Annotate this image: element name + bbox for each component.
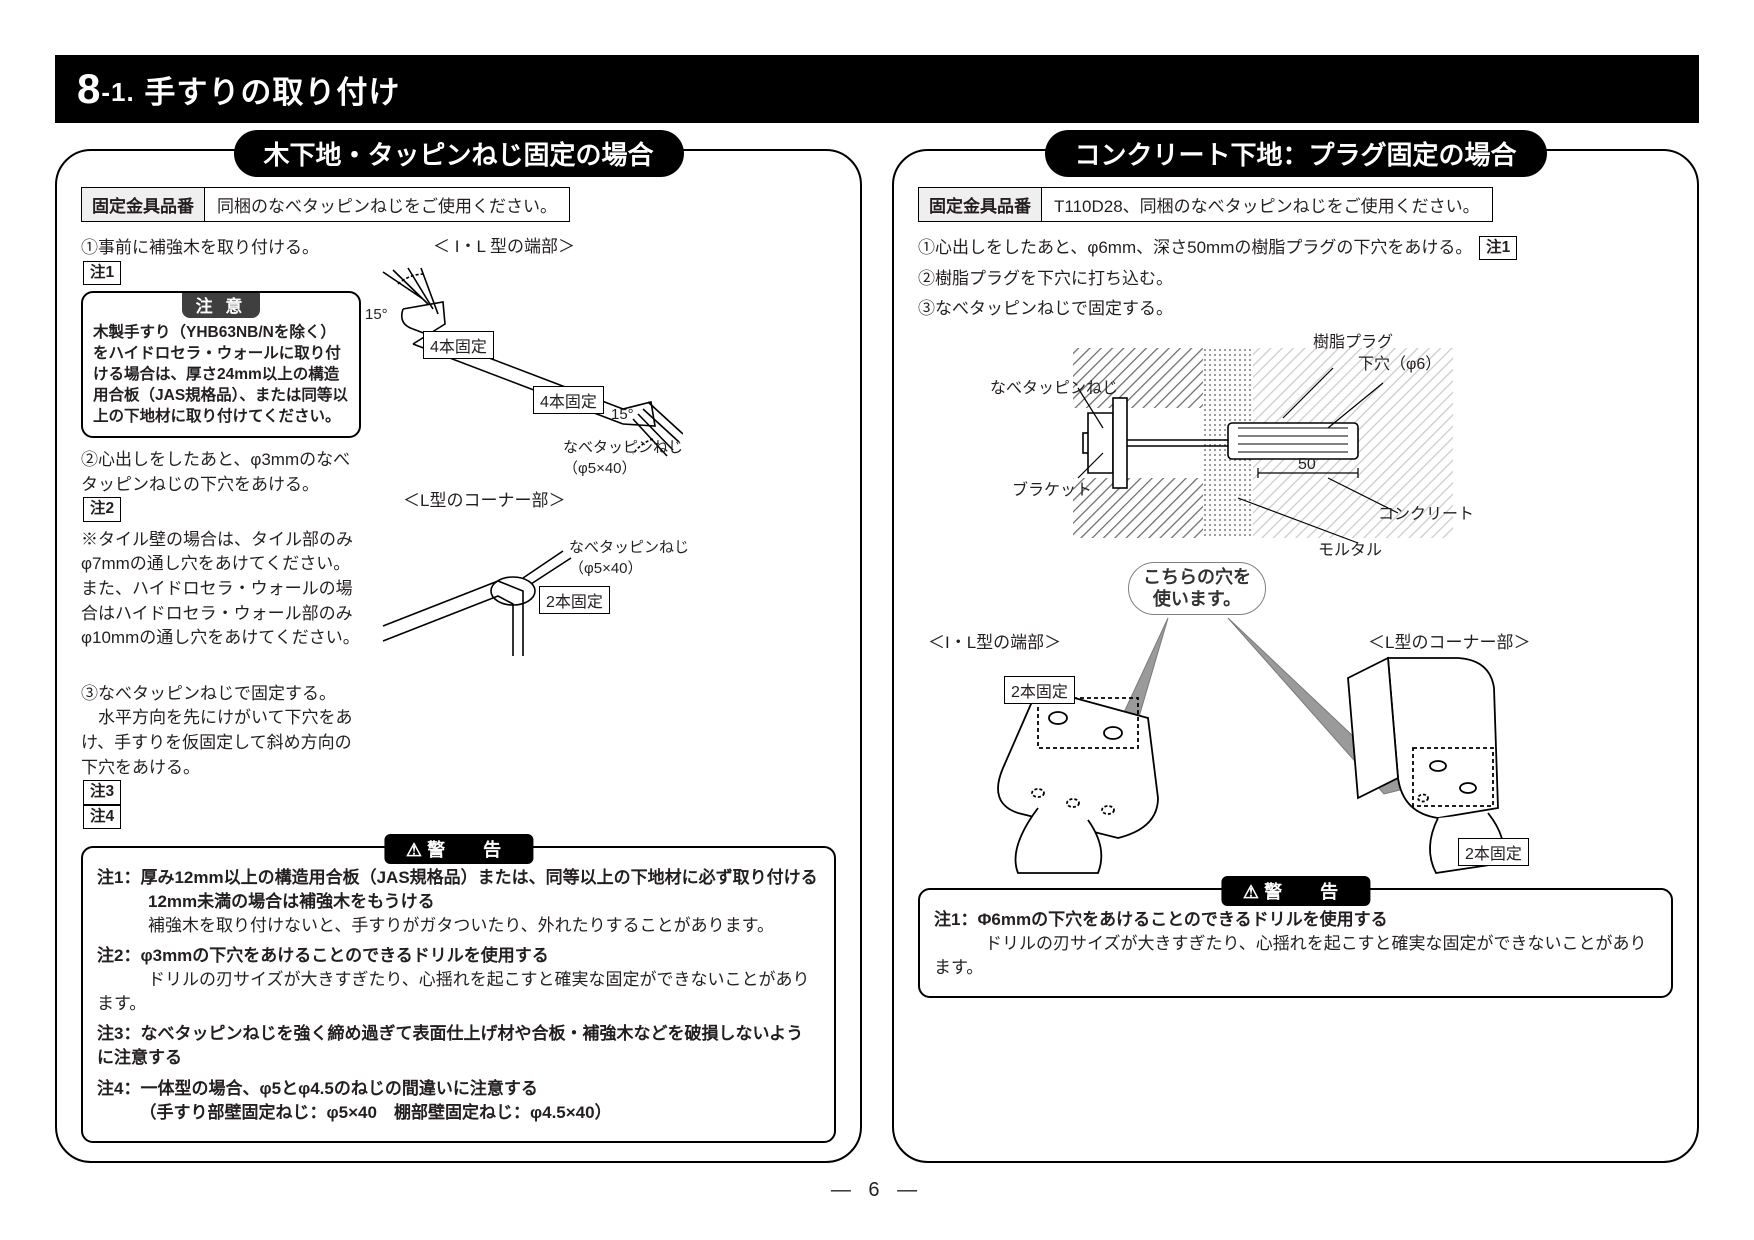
left-step1: ①事前に補強木を取り付ける。 注1 bbox=[81, 236, 361, 285]
section-subnumber: -1. bbox=[101, 77, 134, 107]
label-plug: 樹脂プラグ bbox=[1313, 328, 1393, 352]
step1-text: ①事前に補強木を取り付ける。 bbox=[81, 238, 319, 257]
fix4-box-1: 4本固定 bbox=[423, 331, 494, 359]
warn1-text: 補強木を取り付けないと、手すりがガタついたり、外れたりすることがあります。 bbox=[97, 916, 774, 935]
left-step3: ③なべタッピンねじで固定する。 水平方向を先にけがいて下穴をあけ、手すりを仮固定… bbox=[81, 657, 361, 829]
left-diagrams: ＜ I・L 型の端部＞ bbox=[373, 236, 836, 656]
partnum-label-r: 固定金具品番 bbox=[918, 187, 1042, 222]
warn3-bold: 注3：なべタッピンねじを強く締め過ぎて表面仕上げ材や合板・補強木などを破損しない… bbox=[97, 1024, 803, 1067]
tile-note: ※タイル壁の場合は、タイル部のみφ7mmの通し穴をあけてください。また、ハイドロ… bbox=[81, 528, 361, 651]
right-partnum-row: 固定金具品番 T110D28、同梱のなべタッピンねじをご使用ください。 bbox=[918, 187, 1673, 222]
section-number: 8 bbox=[77, 65, 101, 112]
cross-section-diagram: 樹脂プラグ 下穴（φ6） なべタッピンねじ ブラケット 50 コンクリート モル… bbox=[918, 328, 1673, 568]
angle-15-left: 15° bbox=[365, 306, 388, 323]
left-content-row: ①事前に補強木を取り付ける。 注1 注 意 木製手すり（YHB63NB/Nを除く… bbox=[81, 236, 836, 836]
left-warning-box: 警 告 注1：厚み12mm以上の構造用合板（JAS規格品）または、同等以上の下地… bbox=[81, 846, 836, 1143]
note4-box: 注4 bbox=[83, 805, 121, 829]
right-warning-head: 警 告 bbox=[1221, 876, 1370, 906]
note1-box: 注1 bbox=[83, 261, 121, 285]
left-partnum-row: 固定金具品番 同梱のなべタッピンねじをご使用ください。 bbox=[81, 187, 836, 222]
left-step2: ②心出しをしたあと、φ3mmのなべタッピンねじの下穴をあける。 注2 bbox=[81, 448, 361, 522]
caution-head: 注 意 bbox=[182, 291, 260, 318]
partnum-text-r: T110D28、同梱のなべタッピンねじをご使用ください。 bbox=[1042, 187, 1493, 222]
angle-15-right: 15° bbox=[611, 406, 634, 423]
screw-label-1: なべタッピンねじ （φ5×40） bbox=[563, 436, 683, 478]
warn2-bold: 注2：φ3mmの下穴をあけることのできるドリルを使用する bbox=[97, 946, 549, 965]
right-step3: ③なべタッピンねじで固定する。 bbox=[918, 297, 1673, 322]
diagram-handrail-end bbox=[353, 254, 683, 464]
right-warning-box: 警 告 注1：Φ6mmの下穴をあけることのできるドリルを使用する ドリルの刃サイ… bbox=[918, 888, 1673, 998]
right-heading: コンクリート下地：プラグ固定の場合 bbox=[1044, 130, 1546, 177]
warn4: 注4：一体型の場合、φ5とφ4.5のねじの間違いに注意する （手すり部壁固定ねじ… bbox=[97, 1077, 820, 1125]
bracket-diagrams: こちらの穴を 使います。 ＜I・L型の端部＞ ＜L型のコーナー部＞ bbox=[918, 568, 1673, 878]
warn1-bold: 注1：厚み12mm以上の構造用合板（JAS規格品）または、同等以上の下地材に必ず… bbox=[97, 868, 818, 911]
warn1: 注1：厚み12mm以上の構造用合板（JAS規格品）または、同等以上の下地材に必ず… bbox=[97, 866, 820, 938]
note2-box: 注2 bbox=[83, 497, 121, 521]
label-concrete: コンクリート bbox=[1378, 500, 1474, 524]
warn1r-bold: 注1：Φ6mmの下穴をあけることのできるドリルを使用する bbox=[934, 910, 1388, 929]
fix2-box-r2: 2本固定 bbox=[1458, 838, 1529, 866]
fix2-box-r1: 2本固定 bbox=[1004, 676, 1075, 704]
left-heading: 木下地・タッピンねじ固定の場合 bbox=[233, 130, 683, 177]
warn2-text: ドリルの刃サイズが大きすぎたり、心揺れを起こすと確実な固定ができないことがありま… bbox=[97, 970, 809, 1013]
left-text-col: ①事前に補強木を取り付ける。 注1 注 意 木製手すり（YHB63NB/Nを除く… bbox=[81, 236, 361, 836]
label-mortar: モルタル bbox=[1318, 536, 1382, 560]
note3-box: 注3 bbox=[83, 780, 121, 804]
step3-text: ③なべタッピンねじで固定する。 水平方向を先にけがいて下穴をあけ、手すりを仮固定… bbox=[81, 684, 353, 777]
diagram-handrail-corner bbox=[363, 506, 683, 666]
caution-box: 注 意 木製手すり（YHB63NB/Nを除く）をハイドロセラ・ウォールに取り付け… bbox=[81, 291, 361, 438]
label-50: 50 bbox=[1298, 456, 1316, 474]
warn1r-text: ドリルの刃サイズが大きすぎたり、心揺れを起こすと確実な固定ができないことがありま… bbox=[934, 934, 1646, 977]
caution-body: 木製手すり（YHB63NB/Nを除く）をハイドロセラ・ウォールに取り付ける場合は… bbox=[83, 318, 359, 436]
step1-text-r: ①心出しをしたあと、φ6mm、深さ50mmの樹脂プラグの下穴をあける。 bbox=[918, 238, 1472, 257]
section-title: 8-1. 手すりの取り付け bbox=[55, 55, 1699, 123]
warn3: 注3：なべタッピンねじを強く締め過ぎて表面仕上げ材や合板・補強木などを破損しない… bbox=[97, 1022, 820, 1070]
warn2: 注2：φ3mmの下穴をあけることのできるドリルを使用する ドリルの刃サイズが大き… bbox=[97, 944, 820, 1016]
page-number: — 6 — bbox=[55, 1179, 1699, 1202]
columns: 木下地・タッピンねじ固定の場合 固定金具品番 同梱のなべタッピンねじをご使用くだ… bbox=[55, 149, 1699, 1163]
fix2-box: 2本固定 bbox=[539, 586, 610, 614]
partnum-text: 同梱のなべタッピンねじをご使用ください。 bbox=[205, 187, 570, 222]
fix4-box-2: 4本固定 bbox=[533, 386, 604, 414]
section-title-text: 手すりの取り付け bbox=[144, 75, 400, 110]
screw-label-2: なべタッピンねじ （φ5×40） bbox=[569, 536, 689, 578]
right-step2: ②樹脂プラグを下穴に打ち込む。 bbox=[918, 267, 1673, 292]
warn4-bold: 注4：一体型の場合、φ5とφ4.5のねじの間違いに注意する （手すり部壁固定ねじ… bbox=[97, 1079, 612, 1122]
label-bracket: ブラケット bbox=[1012, 476, 1092, 500]
step2-text: ②心出しをしたあと、φ3mmのなべタッピンねじの下穴をあける。 bbox=[81, 450, 350, 494]
left-warning-head: 警 告 bbox=[384, 834, 533, 864]
bracket-end-svg bbox=[948, 648, 1208, 878]
label-hole: 下穴（φ6） bbox=[1358, 350, 1441, 374]
right-step1: ①心出しをしたあと、φ6mm、深さ50mmの樹脂プラグの下穴をあける。 注1 bbox=[918, 236, 1673, 261]
warn1-r: 注1：Φ6mmの下穴をあけることのできるドリルを使用する ドリルの刃サイズが大き… bbox=[934, 908, 1657, 980]
left-column: 木下地・タッピンねじ固定の場合 固定金具品番 同梱のなべタッピンねじをご使用くだ… bbox=[55, 149, 862, 1163]
label-screw: なべタッピンねじ bbox=[990, 374, 1118, 398]
right-column: コンクリート下地：プラグ固定の場合 固定金具品番 T110D28、同梱のなべタッ… bbox=[892, 149, 1699, 1163]
note1-box-r: 注1 bbox=[1479, 236, 1517, 260]
partnum-label: 固定金具品番 bbox=[81, 187, 205, 222]
